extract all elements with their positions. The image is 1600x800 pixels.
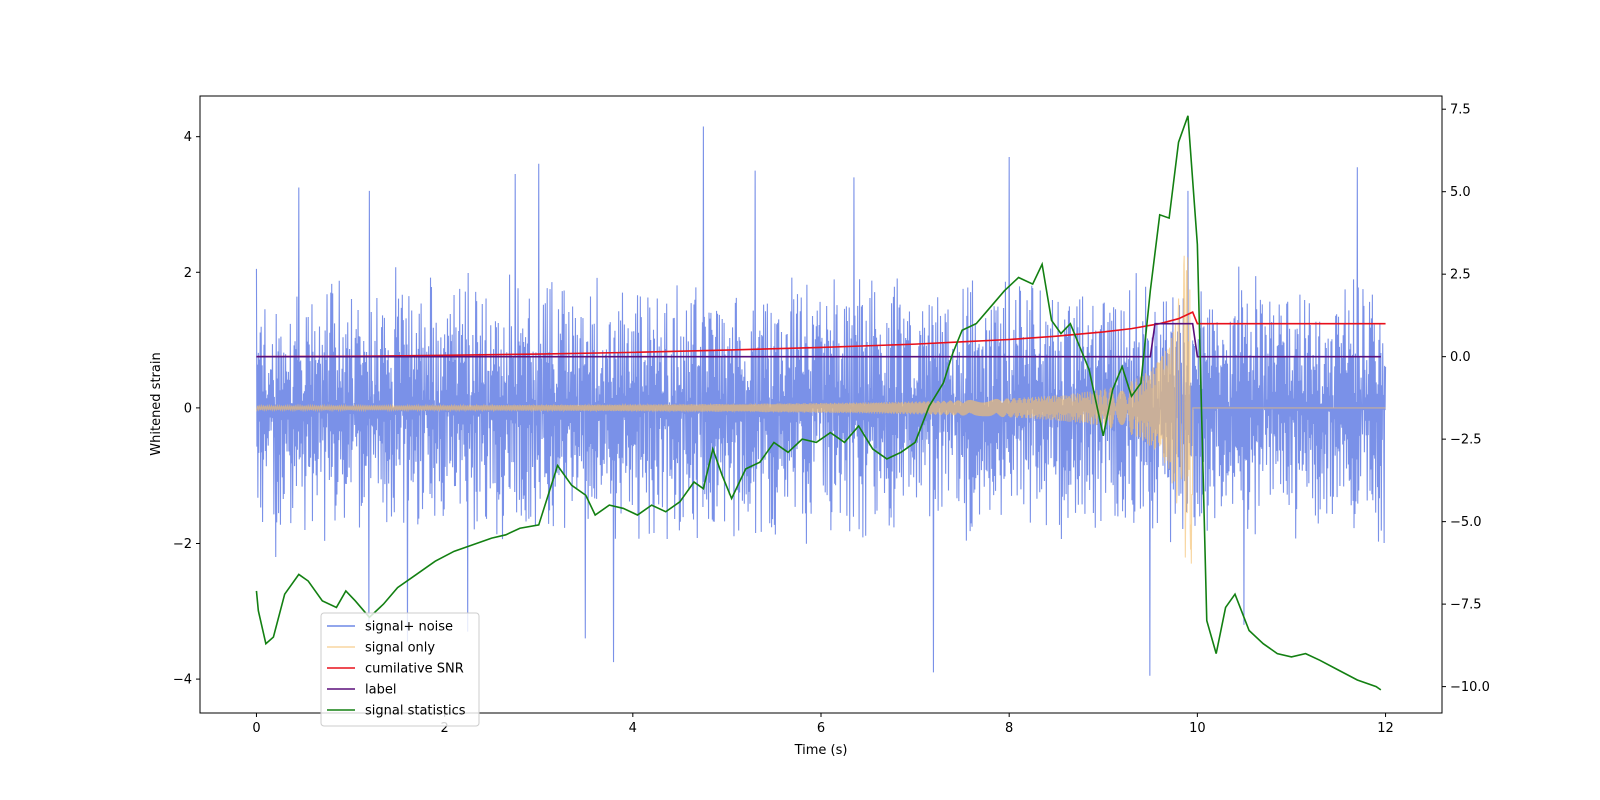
y-tick-label: 4 xyxy=(184,130,192,145)
legend-label: label xyxy=(365,683,396,698)
legend-label: signal only xyxy=(365,641,435,656)
y2-tick-label: 7.5 xyxy=(1450,103,1471,118)
y-axis-label: Whitened strain xyxy=(149,352,164,455)
y2-tick-label: −7.5 xyxy=(1450,598,1482,613)
y-tick-label: 2 xyxy=(184,266,192,281)
x-tick-label: 2 xyxy=(440,721,448,736)
y-tick-label: −2 xyxy=(173,537,192,552)
y2-tick-label: 0.0 xyxy=(1450,350,1471,365)
y2-tick-label: −2.5 xyxy=(1450,433,1482,448)
y2-tick-label: 5.0 xyxy=(1450,185,1471,200)
legend-box xyxy=(320,612,480,727)
x-tick-label: 4 xyxy=(629,721,637,736)
x-axis-label: Time (s) xyxy=(794,743,848,758)
legend: signal+ noise signal only cumilative SNR la… xyxy=(320,612,480,727)
x-tick-label: 12 xyxy=(1377,721,1394,736)
x-tick-label: 10 xyxy=(1189,721,1206,736)
series-line-signal-plus-noise xyxy=(255,126,1387,676)
y2-tick-label: 2.5 xyxy=(1450,268,1471,283)
x-tick-label: 6 xyxy=(817,721,825,736)
x-tick-label: 8 xyxy=(1005,721,1013,736)
series-line-signal-statistics xyxy=(255,115,1382,691)
legend-label: signal+ noise xyxy=(365,620,453,635)
series-line-label xyxy=(256,322,1381,358)
legend-label: cumilative SNR xyxy=(365,662,464,677)
legend-label: signal statistics xyxy=(365,704,466,719)
y2-tick-label: −10.0 xyxy=(1450,680,1490,695)
y-tick-label: −4 xyxy=(173,673,192,688)
series-layer xyxy=(255,115,1387,691)
y2-tick-label: −5.0 xyxy=(1450,515,1482,530)
axes-layer: 0 2 4 6 8 10 12 −4 −2 0 2 4 −10.0 −7.5 −5.0 −2.5 0.0 2.5 5… xyxy=(173,103,1490,736)
series-line-signal-only xyxy=(255,255,1386,564)
x-tick-label: 0 xyxy=(252,721,260,736)
y-tick-label: 0 xyxy=(184,401,192,416)
series-line-cumilative-snr xyxy=(256,311,1386,358)
